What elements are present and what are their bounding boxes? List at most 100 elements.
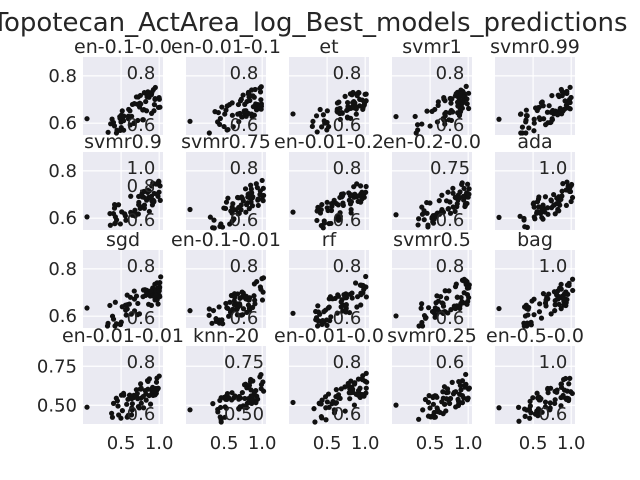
scatter-point [447,110,453,116]
scatter-point [145,89,151,95]
scatter-point [315,309,322,315]
scatter-point [154,191,160,197]
scatter-point [459,180,465,186]
scatter-point [552,302,558,308]
overlay-tick-label: 0.6 [333,210,362,231]
scatter-point [460,88,466,94]
scatter-point [215,119,221,125]
scatter-point [442,111,448,117]
scatter-point [429,215,435,222]
scatter-point [419,319,425,326]
scatter-point [224,305,230,311]
scatter-point [457,305,463,311]
scatter-point [427,405,433,411]
scatter-point [337,116,343,123]
subplot-panel: en-0.2-0.0 0.75 0.6 [383,131,481,231]
scatter-point [316,401,323,407]
scatter-point [425,305,432,311]
scatter-point [451,389,457,395]
scatter-point [542,194,549,200]
scatter-point [230,124,236,130]
scatter-point [148,195,154,201]
scatter-point [236,119,242,125]
scatter-point [135,300,141,307]
plot-area [186,250,266,328]
scatter-point [121,118,127,124]
scatter-point [249,397,255,403]
scatter-point [123,312,129,318]
scatter-point [326,404,332,410]
scatter-point [449,96,455,102]
scatter-point [213,318,219,324]
scatter-point [246,206,252,212]
scatter-point [220,321,226,327]
scatter-point [358,292,364,298]
scatter-point [454,294,460,300]
scatter-point [310,118,316,125]
scatter-point [567,84,573,90]
scatter-point [552,308,558,314]
scatter-point [84,214,90,220]
scatter-point [155,301,161,307]
scatter-point [124,414,130,420]
scatter-point [446,117,452,123]
scatter-point [321,309,327,315]
scatter-point [248,199,254,205]
scatter-point [414,122,421,128]
scatter-point [117,127,123,134]
scatter-point [557,285,563,291]
scatter-point [314,129,320,135]
scatter-point [325,305,331,311]
subplot-title: bag [517,229,553,251]
scatter-point [450,190,456,196]
scatter-point [443,408,449,414]
scatter-point [546,103,552,109]
scatter-point [255,196,261,202]
overlay-tick-label: 1.0 [127,158,156,179]
scatter-point [393,313,399,319]
subplot-title: ada [517,131,552,153]
scatter-point [236,405,242,412]
scatter-point [523,107,529,113]
scatter-point [240,306,247,312]
scatter-point [231,301,237,308]
scatter-point [552,211,558,217]
scatter-point [148,288,154,294]
scatter-point [250,104,256,110]
scatter-point [258,371,264,378]
scatter-point [552,397,558,403]
scatter-point [246,191,252,197]
scatter-point [225,394,232,401]
scatter-point [531,120,537,126]
scatter-point [243,293,249,299]
scatter-point [260,198,266,204]
scatter-point [260,379,266,385]
scatter-point [131,120,137,126]
scatter-point [347,396,353,402]
scatter-point [351,402,358,408]
scatter-point [140,107,146,113]
scatter-point [319,415,325,421]
scatter-point [440,395,446,401]
overlay-tick-label: 0.6 [127,210,156,231]
x-tick-label: 0.5 [107,433,136,454]
scatter-point [312,419,318,425]
scatter-point [218,416,224,423]
scatter-point [433,300,439,306]
scatter-point [524,224,530,230]
scatter-point [393,402,399,408]
scatter-point [110,316,117,322]
scatter-point [236,396,242,402]
scatter-point [562,375,569,382]
scatter-point [363,385,369,391]
scatter-point [234,312,241,318]
scatter-point [338,299,344,305]
scatter-point [138,381,144,387]
scatter-point [324,199,330,205]
scatter-point [542,209,548,215]
scatter-point [430,401,437,407]
scatter-point [452,208,458,215]
scatter-point [566,381,572,387]
scatter-point [556,301,562,307]
scatter-point [230,306,236,312]
